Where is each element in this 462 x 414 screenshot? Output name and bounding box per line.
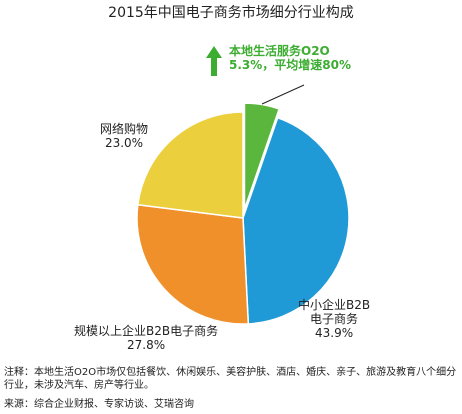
slice-label-online-shopping-line-2: 23.0% — [104, 136, 144, 150]
chart-title: 2015年中国电子商务市场细分行业构成 — [108, 5, 354, 21]
growth-arrow-icon — [206, 46, 222, 76]
pie-slice-sme-b2b — [242, 116, 350, 325]
pie-slice-large-b2b — [136, 203, 250, 325]
source-note: 来源：综合企业财报、专家访谈、艾瑞咨询 — [4, 399, 194, 410]
callout-leader-line — [261, 84, 305, 105]
slice-label-local-o2o: 本地生活服务O2O 5.3%，平均增速80% — [229, 44, 351, 72]
slice-label-local-o2o-line-1: 本地生活服务O2O — [229, 44, 330, 58]
slice-label-large-b2b-line-1: 规模以上企业B2B电子商务 — [74, 324, 219, 338]
slice-label-large-b2b-line-2: 27.8% — [126, 338, 166, 352]
pie-slice-online-shopping — [136, 111, 244, 219]
footnote: 注释：本地生活O2O市场仅包括餐饮、休闲娱乐、美容护肤、酒店、婚庆、亲子、旅游及… — [4, 367, 457, 391]
pie-slice-local-o2o — [243, 102, 281, 210]
slice-label-large-b2b: 规模以上企业B2B电子商务 27.8% — [74, 324, 218, 352]
slice-label-sme-b2b: 中小企业B2B 电子商务 43.9% — [298, 298, 370, 340]
slice-label-online-shopping: 网络购物 23.0% — [100, 122, 148, 150]
slice-label-sme-b2b-line-1: 中小企业B2B — [298, 298, 371, 312]
slice-label-online-shopping-line-1: 网络购物 — [100, 122, 149, 136]
slice-label-sme-b2b-line-2: 电子商务 — [310, 312, 359, 326]
slice-label-local-o2o-line-2: 5.3%，平均增速80% — [229, 58, 352, 72]
slice-label-sme-b2b-line-3: 43.9% — [314, 326, 354, 340]
